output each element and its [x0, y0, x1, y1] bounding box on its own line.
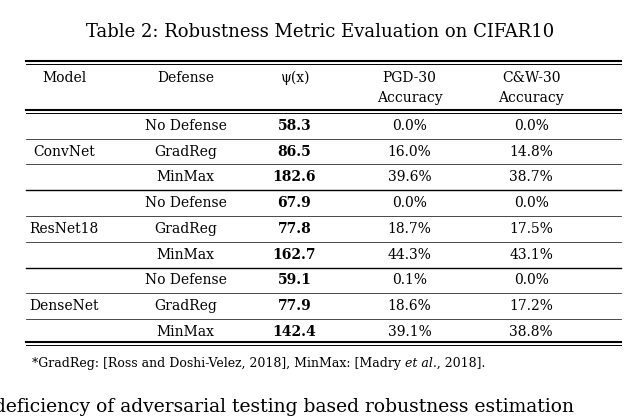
- Text: 17.2%: 17.2%: [509, 299, 553, 313]
- Text: 182.6: 182.6: [273, 170, 316, 184]
- Text: PGD-30: PGD-30: [383, 71, 436, 85]
- Text: No Defense: No Defense: [145, 196, 227, 210]
- Text: 142.4: 142.4: [273, 325, 316, 339]
- Text: 0.0%: 0.0%: [514, 119, 548, 133]
- Text: 86.5: 86.5: [278, 145, 311, 158]
- Text: Model: Model: [42, 71, 86, 85]
- Text: ConvNet: ConvNet: [33, 145, 95, 158]
- Text: deficiency of adversarial testing based robustness estimation: deficiency of adversarial testing based …: [0, 398, 573, 416]
- Text: 0.1%: 0.1%: [392, 273, 427, 288]
- Text: ResNet18: ResNet18: [29, 222, 99, 236]
- Text: MinMax: MinMax: [157, 325, 214, 339]
- Text: 0.0%: 0.0%: [392, 119, 427, 133]
- Text: Accuracy: Accuracy: [377, 92, 442, 105]
- Text: GradReg: GradReg: [154, 299, 217, 313]
- Text: 44.3%: 44.3%: [388, 247, 431, 262]
- Text: 58.3: 58.3: [278, 119, 311, 133]
- Text: GradReg: GradReg: [154, 145, 217, 158]
- Text: 39.1%: 39.1%: [388, 325, 431, 339]
- Text: ., 2018].: ., 2018].: [433, 357, 485, 370]
- Text: 0.0%: 0.0%: [514, 196, 548, 210]
- Text: Defense: Defense: [157, 71, 214, 85]
- Text: No Defense: No Defense: [145, 273, 227, 288]
- Text: ψ(x): ψ(x): [280, 71, 309, 85]
- Text: Table 2: Robustness Metric Evaluation on CIFAR10: Table 2: Robustness Metric Evaluation on…: [86, 23, 554, 41]
- Text: 77.8: 77.8: [278, 222, 311, 236]
- Text: *GradReg: [Ross and Doshi-Velez, 2018], MinMax: [Madry: *GradReg: [Ross and Doshi-Velez, 2018], …: [32, 357, 405, 370]
- Text: MinMax: MinMax: [157, 170, 214, 184]
- Text: 16.0%: 16.0%: [388, 145, 431, 158]
- Text: GradReg: GradReg: [154, 222, 217, 236]
- Text: No Defense: No Defense: [145, 119, 227, 133]
- Text: 67.9: 67.9: [278, 196, 311, 210]
- Text: 14.8%: 14.8%: [509, 145, 553, 158]
- Text: 59.1: 59.1: [278, 273, 311, 288]
- Text: 0.0%: 0.0%: [514, 273, 548, 288]
- Text: 17.5%: 17.5%: [509, 222, 553, 236]
- Text: 162.7: 162.7: [273, 247, 316, 262]
- Text: 43.1%: 43.1%: [509, 247, 553, 262]
- Text: 77.9: 77.9: [278, 299, 311, 313]
- Text: Accuracy: Accuracy: [499, 92, 564, 105]
- Text: 38.8%: 38.8%: [509, 325, 553, 339]
- Text: C&W-30: C&W-30: [502, 71, 561, 85]
- Text: MinMax: MinMax: [157, 247, 214, 262]
- Text: 39.6%: 39.6%: [388, 170, 431, 184]
- Text: DenseNet: DenseNet: [29, 299, 99, 313]
- Text: 0.0%: 0.0%: [392, 196, 427, 210]
- Text: 18.6%: 18.6%: [388, 299, 431, 313]
- Text: 38.7%: 38.7%: [509, 170, 553, 184]
- Text: et al: et al: [405, 357, 433, 370]
- Text: 18.7%: 18.7%: [388, 222, 431, 236]
